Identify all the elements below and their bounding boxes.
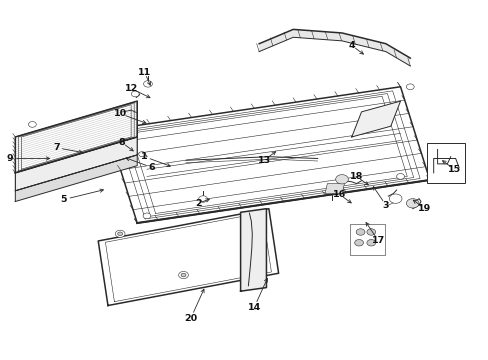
Text: 18: 18 <box>349 172 363 181</box>
Circle shape <box>355 229 364 235</box>
Text: 9: 9 <box>6 154 13 163</box>
Text: 7: 7 <box>53 143 60 152</box>
Circle shape <box>139 152 145 157</box>
Circle shape <box>366 229 375 235</box>
Text: 3: 3 <box>382 201 388 210</box>
Polygon shape <box>240 209 266 291</box>
Circle shape <box>406 199 418 208</box>
FancyBboxPatch shape <box>349 224 384 255</box>
Polygon shape <box>15 101 137 173</box>
Circle shape <box>131 91 139 97</box>
Polygon shape <box>98 209 278 306</box>
Text: 8: 8 <box>118 138 125 147</box>
Text: 20: 20 <box>184 314 197 323</box>
Text: 6: 6 <box>148 163 155 172</box>
Text: 13: 13 <box>257 156 270 165</box>
Polygon shape <box>15 155 137 202</box>
Text: 17: 17 <box>371 237 385 246</box>
Polygon shape <box>259 30 409 66</box>
Circle shape <box>335 175 347 184</box>
Text: 12: 12 <box>124 84 138 93</box>
Text: 14: 14 <box>247 303 260 312</box>
Text: 16: 16 <box>332 190 346 199</box>
Circle shape <box>388 194 401 203</box>
Circle shape <box>198 196 207 202</box>
Polygon shape <box>15 137 137 191</box>
Circle shape <box>181 273 185 277</box>
Polygon shape <box>325 184 344 194</box>
FancyBboxPatch shape <box>427 143 465 183</box>
Text: 11: 11 <box>138 68 151 77</box>
Circle shape <box>354 239 363 246</box>
Text: 15: 15 <box>447 165 460 174</box>
Circle shape <box>123 123 131 129</box>
Circle shape <box>366 239 375 246</box>
Circle shape <box>143 81 152 87</box>
Text: 10: 10 <box>113 109 126 118</box>
Text: 5: 5 <box>60 195 66 204</box>
Text: 19: 19 <box>417 204 430 213</box>
Polygon shape <box>108 87 429 223</box>
Circle shape <box>143 213 151 219</box>
Polygon shape <box>351 101 400 137</box>
Circle shape <box>406 84 413 90</box>
Circle shape <box>396 174 404 179</box>
Circle shape <box>28 122 36 127</box>
Circle shape <box>178 271 188 279</box>
Circle shape <box>118 232 122 235</box>
Text: 1: 1 <box>141 152 147 161</box>
Text: 2: 2 <box>194 199 201 208</box>
Text: 4: 4 <box>348 41 354 50</box>
Circle shape <box>115 230 125 237</box>
